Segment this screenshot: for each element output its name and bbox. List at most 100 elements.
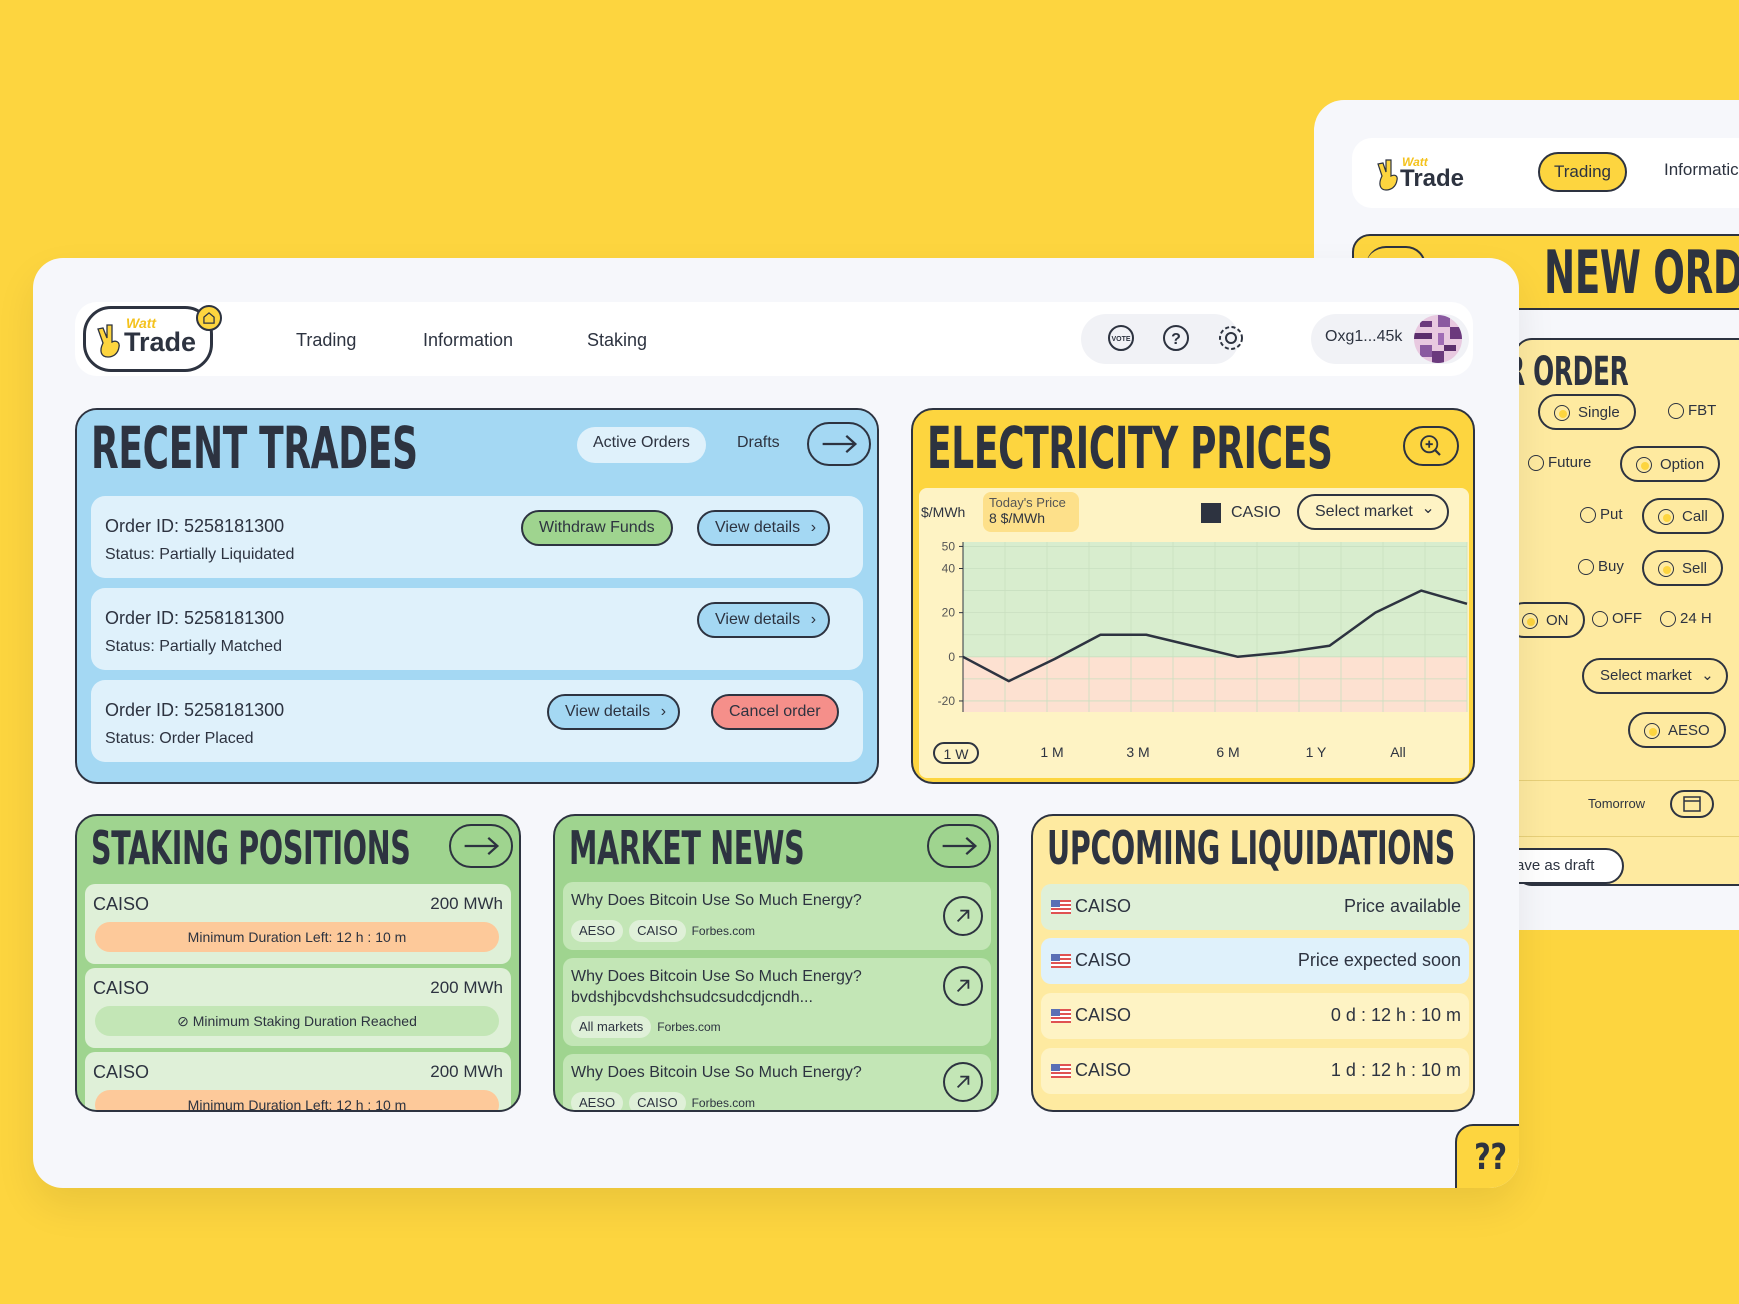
news-item[interactable]: Why Does Bitcoin Use So Much Energy? AES… (563, 882, 991, 950)
y-tick-label: -20 (938, 694, 956, 708)
logo[interactable]: Watt Trade (83, 305, 222, 372)
withdraw-funds-button[interactable]: Withdraw Funds (521, 510, 673, 546)
liquidation-row: CAISO 1 d : 12 h : 10 m (1041, 1048, 1469, 1094)
zoom-in-icon[interactable] (1403, 426, 1459, 466)
radio-aeso[interactable]: AESO (1628, 712, 1726, 748)
trade-row: Order ID: 5258181300 Status: Partially L… (91, 496, 863, 578)
cancel-order-button[interactable]: Cancel order (711, 694, 839, 730)
view-details-button[interactable]: View details › (547, 694, 681, 730)
range-1m[interactable]: 1 M (1040, 744, 1064, 760)
radio-option[interactable]: Option (1620, 446, 1721, 482)
calendar-icon (1683, 796, 1701, 812)
staking-amount: 200 MWh (430, 894, 503, 913)
help-icon[interactable]: ? (1158, 320, 1194, 356)
range-all[interactable]: All (1390, 744, 1406, 760)
range-3m[interactable]: 3 M (1126, 744, 1150, 760)
y-tick-label: 40 (942, 561, 956, 575)
liquidation-row: CAISO Price available (1041, 884, 1469, 930)
todays-price-value: 8 $/MWh (989, 510, 1046, 526)
tab-drafts[interactable]: Drafts (737, 434, 780, 451)
radio-put[interactable]: Put (1566, 498, 1637, 534)
arrow-right-icon[interactable] (449, 824, 513, 868)
staking-positions-card: STAKING POSITIONS CAISO 200 MWh Minimum … (75, 814, 521, 1112)
liquidation-market: CAISO (1075, 1005, 1132, 1025)
arrow-right-icon[interactable] (807, 422, 871, 466)
chart-unit-label: $/MWh (921, 504, 966, 520)
news-item[interactable]: Why Does Bitcoin Use So Much Energy? AES… (563, 1054, 991, 1110)
news-source: Forbes.com (691, 924, 755, 938)
view-details-button[interactable]: View details › (697, 510, 831, 546)
nav-tab-staking[interactable]: Staking (587, 330, 648, 350)
back-logo[interactable]: Watt Trade (1372, 152, 1482, 196)
back-divider-2 (1516, 836, 1739, 837)
upcoming-liquidations-title: UPCOMING LIQUIDATIONS (1047, 821, 1455, 875)
y-tick-label: 20 (942, 606, 956, 620)
liquidation-value: Price expected soon (1297, 950, 1461, 970)
chevron-right-icon: › (810, 519, 817, 536)
duration-reached-label: Minimum Staking Duration Reached (192, 1013, 417, 1029)
dashboard-window: Watt Trade Trading Information Staking V… (33, 258, 1519, 1188)
view-details-button[interactable]: View details › (697, 602, 831, 638)
radio-on[interactable]: ON (1506, 602, 1585, 638)
price-line-chart[interactable]: 50 40 20 0 -20 (919, 538, 1469, 728)
order-form-panel: R ORDER Single FBT Future Option Put Cal… (1496, 338, 1739, 886)
tab-active-orders[interactable]: Active Orders (577, 427, 706, 463)
radio-call[interactable]: Call (1642, 498, 1724, 534)
nav-tab-trading[interactable]: Trading (296, 330, 357, 350)
news-item[interactable]: Why Does Bitcoin Use So Much Energy? bvds… (563, 958, 991, 1046)
range-1w[interactable]: 1 W (933, 742, 979, 764)
range-1y[interactable]: 1 Y (1305, 744, 1327, 760)
order-id: Order ID: 5258181300 (105, 700, 285, 720)
liquidation-row: CAISO Price expected soon (1041, 938, 1469, 984)
external-link-icon[interactable] (943, 896, 983, 936)
nav-tab-information[interactable]: Information (423, 330, 514, 350)
order-id: Order ID: 5258181300 (105, 516, 285, 536)
vote-icon[interactable]: VOTE (1103, 320, 1139, 356)
market-news-card: MARKET NEWS Why Does Bitcoin Use So Much… (553, 814, 999, 1112)
avatar[interactable] (1414, 315, 1462, 363)
radio-buy[interactable]: Buy (1564, 550, 1638, 586)
gear-icon[interactable] (1213, 320, 1249, 356)
news-meta: AESO CAISO Forbes.com (571, 920, 755, 942)
radio-fbt[interactable]: FBT (1654, 394, 1730, 430)
series-casio-line (962, 589, 1468, 683)
news-meta: All markets Forbes.com (571, 1016, 721, 1038)
staking-row: CAISO 200 MWh Minimum Duration Left: 12 … (85, 884, 511, 964)
us-flag-icon (1051, 1009, 1071, 1023)
radio-24h[interactable]: 24 H (1646, 602, 1726, 638)
liquidation-market: CAISO (1075, 950, 1132, 970)
chevron-right-icon: › (660, 703, 667, 720)
select-market-dropdown[interactable]: Select market ⌄ (1297, 494, 1449, 530)
calendar-button[interactable] (1670, 790, 1714, 818)
range-6m[interactable]: 6 M (1216, 744, 1240, 760)
radio-sell[interactable]: Sell (1642, 550, 1724, 586)
liquidation-value: Price available (1343, 896, 1461, 916)
peace-hand-icon (97, 324, 120, 358)
home-icon[interactable] (196, 305, 222, 331)
staking-row: CAISO 200 MWh ⊘ Minimum Staking Duration… (85, 968, 511, 1048)
news-tag: AESO (571, 920, 624, 942)
legend-swatch (1201, 503, 1221, 523)
news-source: Forbes.com (691, 1096, 755, 1110)
back-select-market[interactable]: Select market ⌄ (1582, 658, 1728, 694)
recent-trades-header (77, 410, 877, 480)
radio-single[interactable]: Single (1538, 394, 1636, 430)
order-status: Status: Partially Matched (105, 638, 282, 655)
help-button[interactable]: ?? (1455, 1124, 1519, 1188)
back-logo-big: Trade (1400, 165, 1464, 192)
back-tab-trading[interactable]: Trading (1538, 152, 1628, 192)
staking-market: CAISO (93, 894, 150, 914)
external-link-icon[interactable] (943, 966, 983, 1006)
svg-text:?: ? (1171, 331, 1181, 348)
wallet-address: Oxg1...45k (1325, 328, 1403, 345)
view-details-label: View details (565, 703, 651, 720)
order-status: Status: Order Placed (105, 730, 254, 747)
arrow-right-icon[interactable] (927, 824, 991, 868)
logo-small-text: Watt (126, 315, 157, 331)
external-link-icon[interactable] (943, 1062, 983, 1102)
order-form-title: R ORDER (1506, 349, 1629, 395)
radio-future[interactable]: Future (1514, 446, 1605, 482)
back-tab-information[interactable]: Informatic (1664, 160, 1739, 179)
new-order-title: NEW ORDER (1544, 238, 1739, 308)
radio-off[interactable]: OFF (1578, 602, 1656, 638)
